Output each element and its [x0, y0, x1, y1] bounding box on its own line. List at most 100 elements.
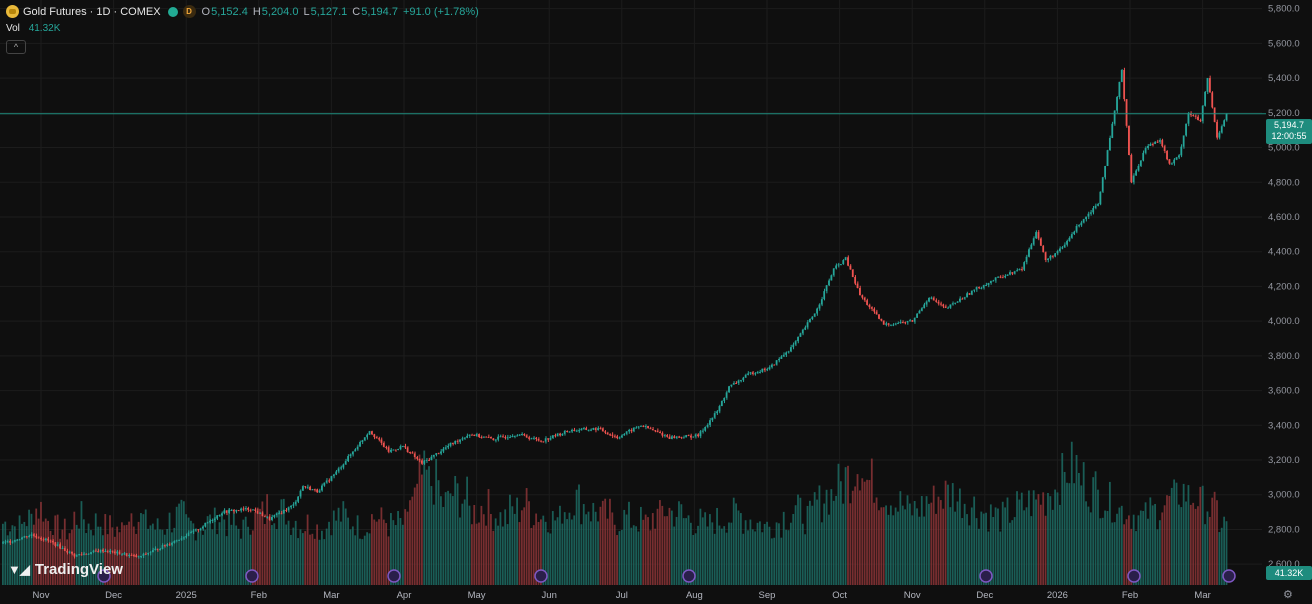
volume-bar — [432, 504, 435, 585]
volume-bar — [799, 497, 802, 585]
volume-label[interactable]: Vol — [6, 23, 20, 34]
collapse-legend-button[interactable]: ^ — [6, 40, 26, 54]
candle-body — [916, 313, 918, 318]
candle-body — [611, 434, 614, 436]
volume-bar — [18, 515, 21, 585]
candle-body — [785, 352, 787, 355]
candle-body — [121, 554, 123, 556]
candle-body — [880, 318, 883, 321]
ohlc-change-value: +91.0 (+1.78%) — [402, 5, 479, 18]
candle-body — [199, 528, 202, 531]
candle-body — [835, 265, 837, 269]
volume-bar — [978, 528, 980, 585]
candle-body — [930, 297, 933, 299]
volume-bar — [559, 505, 561, 585]
candle-body — [770, 364, 773, 368]
volume-bar — [778, 523, 780, 585]
candle-body — [4, 541, 7, 543]
candle-body — [180, 538, 183, 540]
candle-body — [630, 429, 633, 432]
volume-bar — [416, 483, 419, 585]
candle-body — [828, 280, 830, 286]
candle-body — [844, 257, 847, 261]
y-tick-label: 5,800.0 — [1268, 4, 1300, 15]
candle-body — [1130, 155, 1133, 183]
candle-body — [954, 302, 957, 304]
volume-bar — [909, 503, 911, 585]
x-tick-label: Nov — [904, 590, 921, 601]
candle-body — [1094, 205, 1097, 209]
candle-body — [882, 320, 885, 325]
x-tick-label: Feb — [1122, 590, 1138, 601]
candle-body — [925, 301, 928, 305]
candle-body — [985, 285, 987, 287]
volume-bar — [318, 539, 321, 585]
candle-body — [1216, 121, 1218, 138]
volume-bar — [1001, 501, 1004, 585]
candle-body — [601, 428, 604, 432]
volume-bar — [163, 534, 166, 585]
volume-bar — [259, 508, 261, 585]
candle-body — [1220, 126, 1223, 133]
candle-body — [1023, 262, 1026, 270]
candle-body — [720, 400, 723, 407]
candle-body — [275, 513, 278, 516]
candle-body — [497, 436, 499, 440]
volume-bar — [651, 513, 654, 585]
volume-bar — [663, 516, 666, 585]
candle-body — [982, 285, 985, 288]
volume-bar — [171, 532, 173, 585]
delayed-badge[interactable]: D — [182, 5, 196, 18]
volume-bar — [73, 511, 76, 585]
candle-body — [218, 514, 221, 516]
volume-bar — [154, 529, 157, 585]
volume-bar — [337, 507, 340, 585]
volume-bar — [492, 530, 495, 585]
candle-body — [1199, 120, 1202, 122]
candle-body — [716, 411, 718, 414]
candle-body — [16, 539, 19, 541]
candle-body — [1175, 157, 1178, 160]
volume-bar — [766, 521, 768, 585]
candle-body — [1042, 245, 1045, 253]
x-tick-label: Nov — [33, 590, 50, 601]
settings-gear-icon[interactable]: ⚙ — [1283, 589, 1293, 601]
candle-body — [356, 446, 359, 450]
candle-body — [904, 322, 907, 324]
candle-body — [532, 437, 535, 439]
volume-bar — [958, 488, 961, 585]
candle-body — [792, 344, 795, 348]
volume-bar — [1044, 515, 1047, 585]
candle-body — [68, 551, 71, 553]
volume-bar — [187, 517, 190, 585]
candle-body — [318, 490, 321, 493]
volume-bar — [1201, 485, 1204, 585]
candle-body — [1035, 232, 1037, 239]
volume-bar — [1094, 471, 1097, 585]
candle-body — [804, 327, 807, 330]
volume-bar — [637, 531, 640, 585]
tradingview-logo[interactable]: ▼◢ TradingView — [8, 561, 123, 578]
candle-body — [311, 489, 314, 491]
candle-body — [244, 507, 247, 510]
candle-body — [842, 260, 845, 265]
volume-bar — [1175, 482, 1178, 585]
candle-body — [540, 440, 542, 442]
candle-body — [687, 435, 690, 437]
candle-body — [863, 297, 866, 301]
volume-bar — [1125, 519, 1128, 585]
candle-body — [942, 304, 945, 307]
volume-bar — [568, 512, 571, 585]
volume-bar — [768, 526, 771, 585]
candle-body — [989, 280, 992, 283]
candle-body — [332, 474, 335, 477]
volume-bar — [813, 492, 816, 585]
symbol-title[interactable]: Gold Futures · 1D · COMEX — [23, 5, 161, 18]
volume-bar — [609, 498, 611, 585]
volume-bar — [142, 514, 145, 585]
volume-bar — [716, 507, 718, 585]
volume-bar — [223, 519, 226, 585]
candle-body — [861, 295, 864, 298]
candle-body — [454, 440, 457, 444]
